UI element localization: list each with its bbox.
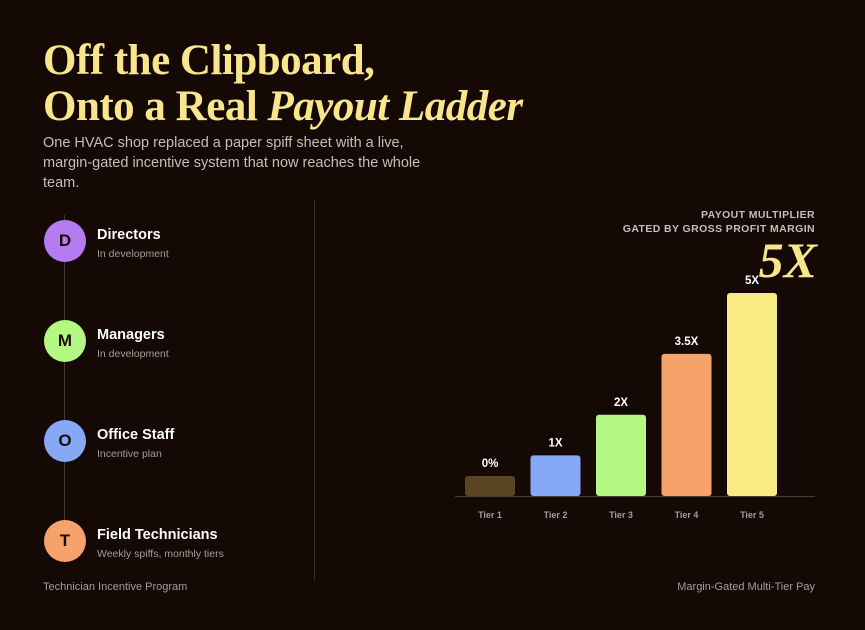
x-tick-label: Tier 5 [740,510,764,520]
x-tick-label: Tier 4 [675,510,699,520]
role-status: Weekly spiffs, monthly tiers [97,548,224,560]
ladder-line [64,215,65,545]
role-badge: O [44,420,86,462]
role-status: In development [97,248,169,260]
chart-caption-line-2: GATED BY GROSS PROFIT MARGIN [622,223,815,235]
role-title: Managers [97,327,165,343]
footer-program-name: Technician Incentive Program [43,581,188,593]
x-tick-label: Tier 2 [544,510,568,520]
role-title: Field Technicians [97,527,218,543]
ladder-rung-field-technicians: T Field Technicians Weekly spiffs, month… [44,520,304,562]
bar-tier-1 [465,476,515,496]
role-status: Incentive plan [97,448,162,460]
bar-tier-4 [661,353,712,496]
ladder-rung-directors: D Directors In development [44,220,304,262]
bar-value-label: 2X [614,397,628,409]
bar-tier-3 [596,414,646,496]
section-divider [314,200,315,581]
title-line-1: Off the Clipboard, [43,37,375,84]
bar-tier-2 [530,455,581,496]
role-badge: T [44,520,86,562]
role-title: Directors [97,227,161,243]
max-multiplier: 5X [758,232,817,288]
subtitle: One HVAC shop replaced a paper spiff she… [43,135,421,191]
bar-value-label: 1X [548,437,562,449]
title-accent: Payout Ladder [267,83,524,130]
bar-value-label: 5X [745,275,759,287]
x-tick-label: Tier 3 [609,510,633,520]
footer-tagline: Margin-Gated Multi-Tier Pay [677,581,815,593]
title-line-2: Onto a Real [43,83,268,130]
ladder-rung-managers: M Managers In development [44,320,304,362]
bar-value-label: 3.5X [675,336,699,348]
bar-tier-5 [727,293,777,496]
chart-caption: PAYOUT MULTIPLIER GATED BY GROSS PROFIT … [623,208,815,236]
chart-caption-line-1: PAYOUT MULTIPLIER [701,209,815,221]
role-status: In development [97,348,169,360]
role-badge: M [44,320,86,362]
ladder-rung-office-staff: O Office Staff Incentive plan [44,420,304,462]
role-title: Office Staff [97,427,175,443]
x-tick-label: Tier 1 [478,510,502,520]
page-title: Off the Clipboard, Onto a Real Payout Lad… [43,38,523,130]
bar-value-label: 0% [482,458,499,470]
role-badge: D [44,220,86,262]
